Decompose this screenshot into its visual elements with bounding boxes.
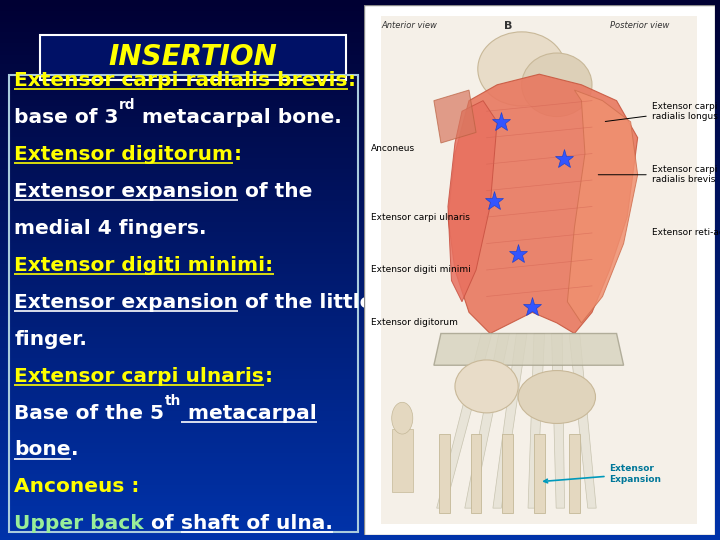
Bar [40,35,346,80]
Text: bone: bone [14,441,71,460]
Bar [569,434,580,514]
Bar [439,434,450,514]
Text: B: B [504,21,513,31]
Text: Extensor digitorum: Extensor digitorum [371,319,457,327]
Polygon shape [552,334,564,508]
Polygon shape [434,334,624,365]
Text: medial 4 fingers.: medial 4 fingers. [14,219,207,238]
Text: Extensor digiti minimi: Extensor digiti minimi [371,266,470,274]
Bar [392,429,413,492]
Text: base of 3: base of 3 [14,107,119,127]
Text: :: : [233,145,241,164]
Polygon shape [448,74,638,334]
Text: metacarpal: metacarpal [181,403,317,422]
Text: INSERTION: INSERTION [108,44,277,71]
Text: Anterior view: Anterior view [381,21,437,30]
Text: th: th [164,394,181,408]
Text: :: : [264,367,272,386]
Ellipse shape [518,370,595,423]
Text: of: of [144,515,181,534]
Text: Extensor carpi
radialis brevis: Extensor carpi radialis brevis [598,165,717,185]
Text: Base of the 5: Base of the 5 [14,403,164,422]
Ellipse shape [392,402,413,434]
Text: Posterior view: Posterior view [610,21,669,30]
Text: Anconeus :: Anconeus : [14,477,140,496]
Polygon shape [434,90,476,143]
Bar [503,434,513,514]
Text: Extensor
Expansion: Extensor Expansion [544,464,662,484]
Polygon shape [465,334,510,508]
Polygon shape [569,334,596,508]
Polygon shape [528,334,544,508]
Text: Extensor carpi
radialis longus: Extensor carpi radialis longus [606,102,718,122]
Polygon shape [493,334,527,508]
Polygon shape [448,100,497,302]
Text: Extensor carpi ulnaris: Extensor carpi ulnaris [14,367,264,386]
Ellipse shape [478,32,566,106]
Text: Extensor carpi ulnaris: Extensor carpi ulnaris [371,213,469,221]
Bar [471,434,481,514]
Polygon shape [567,90,638,323]
Text: Extensor carpi radialis brevis: Extensor carpi radialis brevis [14,71,348,90]
Ellipse shape [522,53,592,117]
Text: rd: rd [119,98,135,112]
Ellipse shape [455,360,518,413]
Text: :: : [348,71,356,90]
Text: metacarpal bone.: metacarpal bone. [135,107,342,127]
Bar [534,434,544,514]
Text: Extensor expansion: Extensor expansion [14,293,238,312]
Polygon shape [437,334,492,508]
Text: Extensor reti­aculum: Extensor reti­aculum [652,228,720,238]
Bar [9,75,359,532]
Text: finger.: finger. [14,329,87,348]
Text: shaft of ulna.: shaft of ulna. [181,515,333,534]
Text: Anconeus: Anconeus [371,144,415,153]
Text: Extensor digitorum: Extensor digitorum [14,145,233,164]
Text: of the little: of the little [238,293,374,312]
Text: Upper back: Upper back [14,515,144,534]
Text: Extensor expansion: Extensor expansion [14,181,238,201]
Text: .: . [71,441,78,460]
Text: Extensor digiti minimi:: Extensor digiti minimi: [14,255,274,275]
Text: of the: of the [238,181,312,201]
